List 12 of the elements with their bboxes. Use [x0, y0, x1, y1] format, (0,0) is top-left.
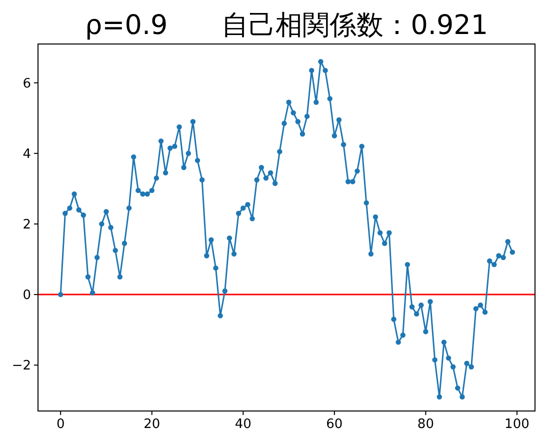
x-tick-label: 40 [234, 417, 252, 432]
x-tick-label: 60 [326, 417, 343, 432]
chart-title: ρ=0.9 自己相関係数：0.921 [85, 10, 488, 41]
y-tick-label: 4 [22, 146, 31, 162]
x-tick-label: 20 [144, 417, 160, 432]
x-tick-label: 80 [417, 417, 434, 432]
x-tick-label: 0 [56, 417, 65, 432]
y-tick-label: 0 [22, 288, 31, 304]
y-tick-label: −2 [12, 358, 31, 374]
x-tick-label: 100 [504, 417, 530, 432]
y-tick-label: 6 [22, 76, 31, 92]
y-tick-label: 2 [22, 217, 31, 232]
